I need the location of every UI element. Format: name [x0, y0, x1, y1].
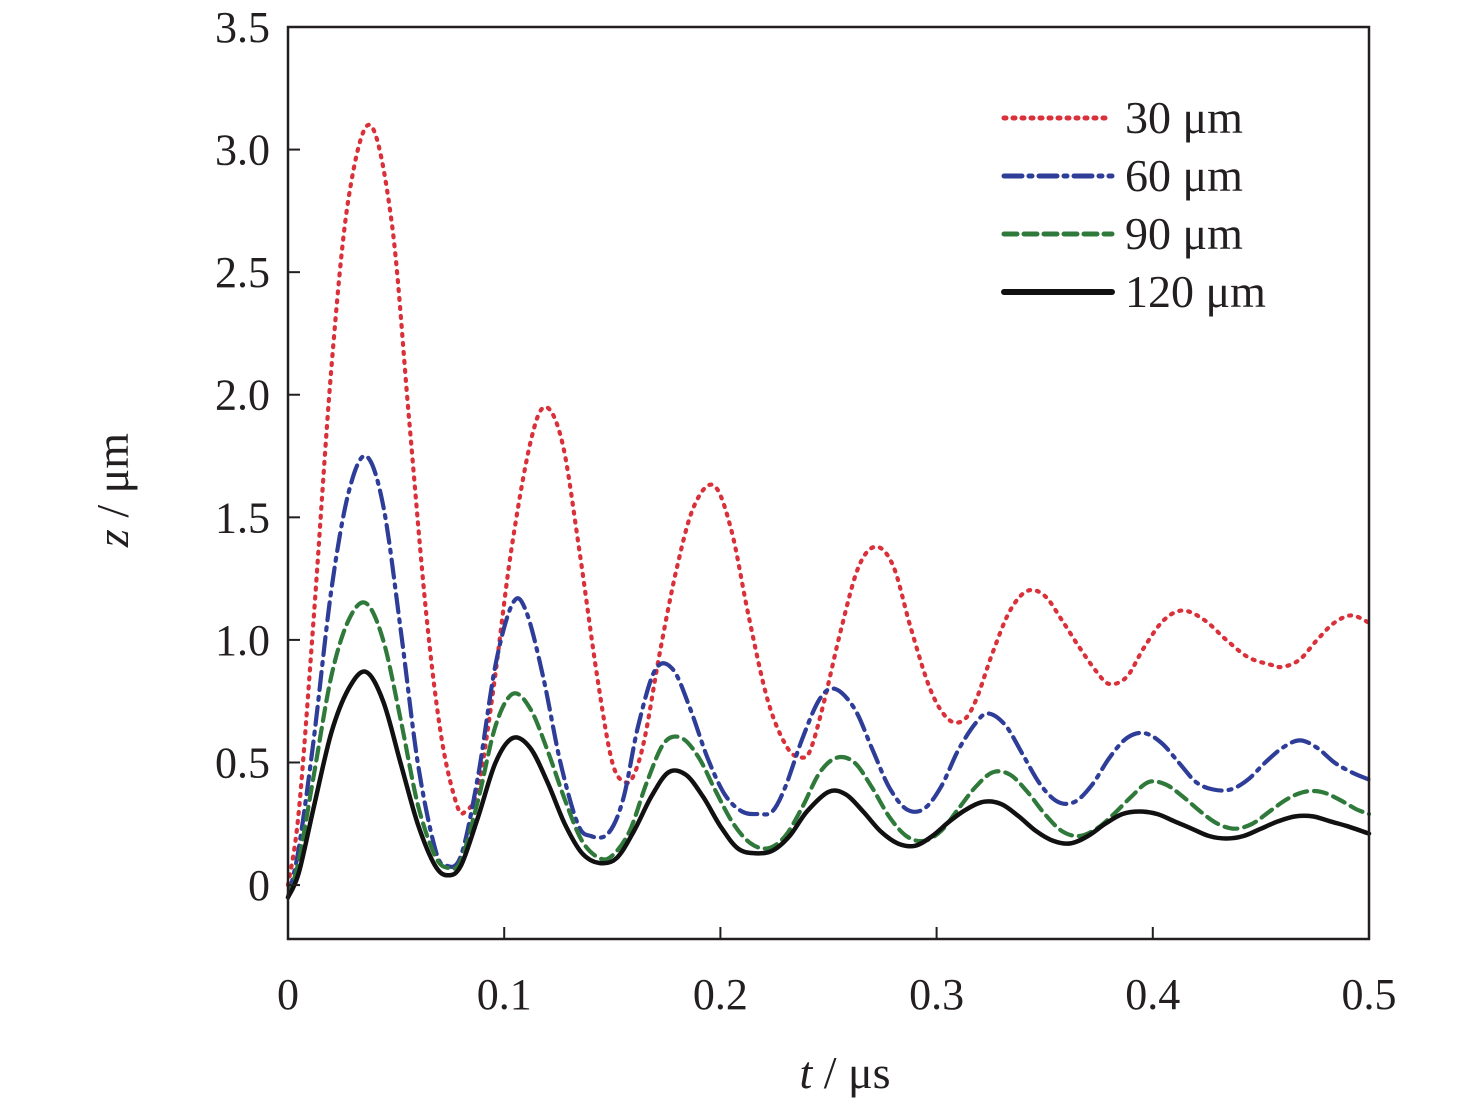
y-tick-label: 2.5	[215, 248, 270, 297]
legend-label-1: 30 μm	[1125, 92, 1243, 143]
series-line-1	[285, 122, 1372, 888]
x-axis-unit: / μs	[812, 1047, 890, 1098]
y-tick-label: 0.5	[215, 738, 270, 787]
x-tick-label: 0.4	[1125, 970, 1180, 1019]
series-line-4	[285, 669, 1372, 900]
series-line-3	[285, 600, 1372, 900]
y-tick-label: 1.5	[215, 493, 270, 542]
y-tick-label: 0	[248, 861, 270, 910]
x-axis-variable: t	[799, 1047, 813, 1098]
series-layer	[285, 122, 1372, 900]
ticks-layer: 0 0.1 0.2 0.3 0.4 0.5 0 0.5 1.0 1.5 2.0 2.5 3.0 3.5	[215, 3, 1397, 1019]
y-tick-label: 3.0	[215, 126, 270, 175]
legend-label-4: 120 μm	[1125, 266, 1266, 317]
x-tick-label: 0.5	[1342, 970, 1397, 1019]
y-axis-unit: / μm	[87, 433, 138, 529]
y-tick-label: 1.0	[215, 616, 270, 665]
x-axis-label: t / μs	[799, 1047, 890, 1098]
legend-label-3: 90 μm	[1125, 208, 1243, 259]
legend-label-2: 60 μm	[1125, 150, 1243, 201]
x-tick-label: 0.3	[909, 970, 964, 1019]
series-line-2	[285, 453, 1372, 900]
x-tick-label: 0	[277, 970, 299, 1019]
x-tick-label: 0.1	[477, 970, 532, 1019]
x-tick-label: 0.2	[693, 970, 748, 1019]
y-axis-variable: z	[87, 529, 138, 548]
y-axis-label: z / μm	[87, 433, 138, 548]
legend: 30 μm 60 μm 90 μm 120 μm	[1001, 92, 1266, 317]
plot-frame	[286, 25, 1371, 941]
y-tick-label: 3.5	[215, 3, 270, 52]
y-tick-label: 2.0	[215, 371, 270, 420]
